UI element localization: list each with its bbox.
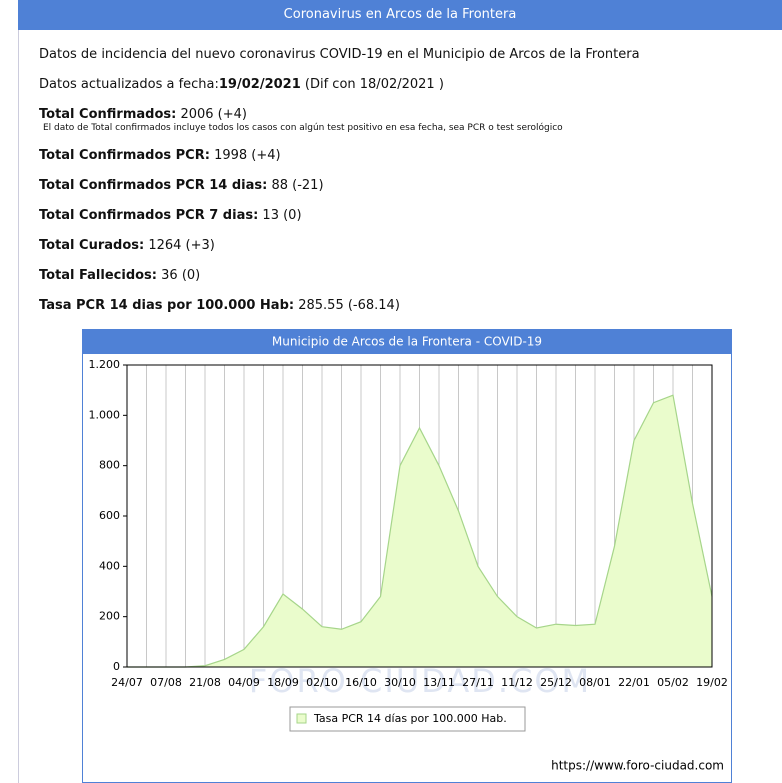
x-tick-label: 07/08	[150, 676, 182, 689]
area	[127, 395, 712, 667]
chart-title: Municipio de Arcos de la Frontera - COVI…	[272, 335, 542, 349]
chart-title-bar	[82, 329, 732, 354]
line	[127, 394, 713, 668]
legend-label: Tasa PCR 14 días por 100.000 Hab.	[313, 712, 507, 725]
x-tick-label: 11/12	[501, 676, 533, 689]
stat-label: Total Curados:	[39, 238, 145, 253]
stat-row: Total Confirmados PCR 14 dias: 88 (-21)	[39, 178, 324, 193]
y-tick-label: 1.000	[89, 408, 121, 421]
stat-row: Total Curados: 1264 (+3)	[39, 238, 215, 253]
x-tick-label: 30/10	[384, 676, 416, 689]
x-tick-label: 22/01	[618, 676, 650, 689]
stat-label: Total Confirmados PCR 14 dias:	[39, 178, 268, 193]
stat-row: Total Fallecidos: 36 (0)	[39, 268, 200, 283]
stat-row: Total Confirmados PCR: 1998 (+4)	[39, 148, 281, 163]
updated-date: 19/02/2021	[218, 77, 301, 92]
stat-value: 1998 (+4)	[214, 148, 281, 163]
updated-diff: (Dif con 18/02/2021 )	[304, 77, 444, 92]
content: Datos de incidencia del nuevo coronaviru…	[18, 30, 782, 783]
stat-note: El dato de Total confirmados incluye tod…	[43, 123, 563, 133]
x-tick-label: 02/10	[306, 676, 338, 689]
x-tick-label: 18/09	[267, 676, 299, 689]
x-tick-label: 04/09	[228, 676, 260, 689]
watermark: FORO CIUDAD.COM	[249, 662, 591, 700]
y-tick-label: 200	[99, 610, 120, 623]
chart: Municipio de Arcos de la Frontera - COVI…	[82, 329, 732, 783]
x-tick-label: 19/02	[696, 676, 728, 689]
stat-value: 285.55 (-68.14)	[298, 298, 400, 313]
y-tick-label: 0	[113, 660, 120, 673]
y-tick-label: 800	[99, 459, 120, 472]
x-tick-label: 05/02	[657, 676, 689, 689]
stat-value: 1264 (+3)	[148, 238, 215, 253]
source: https://www.foro-ciudad.com	[551, 759, 724, 773]
stat-row: Total Confirmados: 2006 (+4)	[39, 107, 247, 122]
header-title: Coronavirus en Arcos de la Frontera	[18, 0, 782, 30]
stat-label: Total Fallecidos:	[39, 268, 157, 283]
stat-label: Total Confirmados PCR 7 dias:	[39, 208, 259, 223]
updated-label: Datos actualizados a fecha:	[39, 77, 219, 92]
stat-value: 2006 (+4)	[180, 107, 247, 122]
intro: Datos de incidencia del nuevo coronaviru…	[39, 47, 640, 62]
stat-label: Tasa PCR 14 dias por 100.000 Hab:	[39, 298, 295, 313]
x-tick-label: 25/12	[540, 676, 572, 689]
y-tick-label: 600	[99, 509, 120, 522]
y-tick-label: 400	[99, 559, 120, 572]
stat-row: Total Confirmados PCR 7 dias: 13 (0)	[39, 208, 302, 223]
updated-line: Datos actualizados a fecha:19/02/2021 (D…	[39, 77, 444, 92]
legend-swatch	[296, 713, 307, 724]
x-tick-label: 27/11	[462, 676, 494, 689]
y-tick-label: 1.200	[89, 358, 121, 371]
x-tick-label: 13/11	[423, 676, 455, 689]
stat-value: 88 (-21)	[271, 178, 324, 193]
x-tick-label: 24/07	[111, 676, 143, 689]
stat-value: 13 (0)	[262, 208, 302, 223]
stat-row: Tasa PCR 14 dias por 100.000 Hab: 285.55…	[39, 298, 400, 313]
legend-box	[289, 706, 526, 732]
x-tick-label: 16/10	[345, 676, 377, 689]
stat-label: Total Confirmados PCR:	[39, 148, 210, 163]
stat-value: 36 (0)	[161, 268, 201, 283]
x-tick-label: 08/01	[579, 676, 611, 689]
stat-label: Total Confirmados:	[39, 107, 177, 122]
x-tick-label: 21/08	[189, 676, 221, 689]
